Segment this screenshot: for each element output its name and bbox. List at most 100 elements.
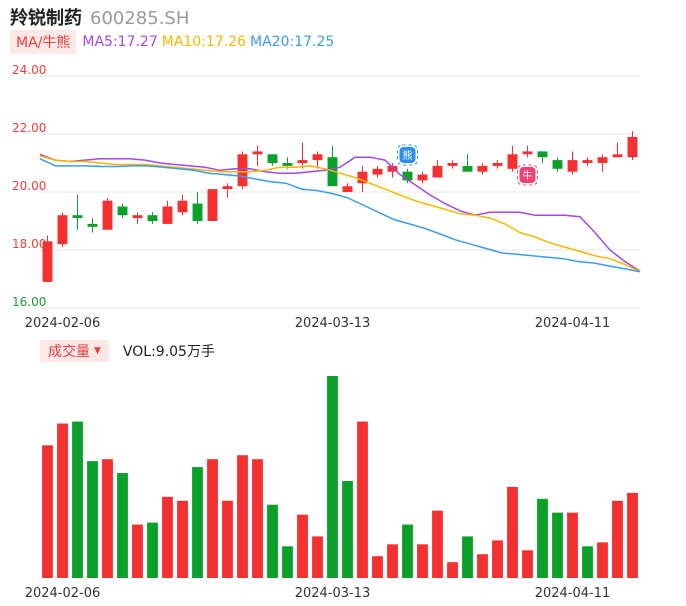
volume-bar: [297, 514, 308, 578]
volume-date-tick-label: 2024-03-13: [295, 586, 371, 601]
candlestick: [612, 142, 623, 158]
candle-body: [387, 165, 398, 172]
candlestick: [507, 145, 518, 172]
volume-bar: [582, 546, 593, 578]
candle-body: [477, 165, 488, 172]
volume-bar: [477, 554, 488, 578]
candle-body: [432, 165, 443, 178]
candle-body: [552, 160, 563, 169]
ma5-line: [39, 153, 641, 272]
volume-indicator-tab[interactable]: 成交量 ▼: [40, 340, 109, 362]
volume-bar: [327, 376, 338, 578]
candle-body: [612, 154, 623, 158]
volume-bar: [432, 510, 443, 578]
candlestick: [237, 151, 248, 190]
volume-bar: [342, 480, 353, 578]
candlestick: [297, 142, 308, 169]
candle-body: [87, 223, 98, 227]
candle-body: [57, 215, 68, 245]
candle-body: [507, 154, 518, 169]
volume-bar: [87, 461, 98, 578]
candlestick: [387, 163, 398, 178]
candlestick: [132, 212, 143, 224]
ma10-label: MA10:17.26: [161, 34, 247, 50]
volume-bar: [252, 459, 263, 578]
candlestick: [177, 194, 188, 216]
badge-bg: [519, 167, 536, 183]
price-tick-label: 16.00: [12, 295, 46, 309]
date-tick-label: 2024-03-13: [295, 316, 371, 331]
candlestick: [582, 157, 593, 166]
candle-body: [582, 160, 593, 163]
candlestick: [357, 165, 368, 192]
volume-bar: [282, 546, 293, 578]
candle-body: [627, 136, 638, 158]
ma-legend: MA/牛熊 MA5:17.27 MA10:17.26 MA20:17.25: [10, 30, 338, 54]
candle-body: [237, 154, 248, 187]
price-tick-label: 18.00: [12, 237, 46, 251]
ma-indicator-tab[interactable]: MA/牛熊: [10, 30, 77, 54]
ma20-line: [39, 158, 641, 273]
candlestick: [342, 183, 353, 192]
ma5-label: MA5:17.27: [82, 34, 158, 50]
badge-text: 牛: [523, 169, 533, 182]
volume-bar: [192, 467, 203, 578]
volume-tab-label: 成交量: [48, 344, 90, 360]
candle-body: [132, 215, 143, 219]
candlestick: [312, 151, 323, 169]
volume-bar: [207, 459, 218, 578]
candle-body: [267, 154, 278, 163]
volume-bar: [267, 504, 278, 578]
candlestick: [537, 151, 548, 163]
candlestick: [162, 200, 173, 224]
date-tick-label: 2024-04-11: [535, 316, 611, 331]
candle-body: [102, 200, 113, 230]
candle-body: [342, 186, 353, 192]
candlestick: [372, 165, 383, 178]
candlestick: [87, 218, 98, 233]
volume-value: VOL:9.05万手: [122, 344, 215, 360]
bear-badge-icon: 熊: [397, 144, 418, 166]
candle-body: [177, 200, 188, 213]
candle-body: [117, 206, 128, 216]
volume-bar: [102, 459, 113, 578]
candle-body: [402, 171, 413, 181]
candlestick: [552, 157, 563, 172]
volume-bar: [597, 542, 608, 578]
price-tick-label: 24.00: [12, 63, 46, 77]
candlestick: [522, 145, 533, 158]
volume-bar: [42, 445, 53, 578]
candlestick: [192, 192, 203, 224]
candle-body: [72, 215, 83, 219]
volume-bar: [627, 492, 638, 578]
title-row: 羚锐制药 600285.SH: [10, 4, 189, 29]
volume-bar: [522, 550, 533, 578]
volume-bar: [447, 562, 458, 578]
volume-bar: [72, 421, 83, 578]
volume-bar: [567, 512, 578, 578]
volume-bar: [147, 522, 158, 578]
candle-body: [252, 151, 263, 155]
candlestick: [567, 151, 578, 175]
candlestick: [102, 197, 113, 230]
dropdown-triangle-icon: ▼: [94, 346, 101, 356]
date-tick-label: 2024-02-06: [25, 316, 101, 331]
candle-body: [282, 163, 293, 166]
candle-body: [372, 168, 383, 175]
volume-date-tick-label: 2024-04-11: [535, 586, 611, 601]
volume-bar: [237, 455, 248, 578]
volume-bar: [417, 544, 428, 578]
candle-body: [537, 151, 548, 158]
candlestick: [147, 212, 158, 224]
candle-body: [207, 189, 218, 221]
candlestick: [222, 183, 233, 198]
candlestick: [42, 235, 53, 282]
stock-name: 羚锐制药: [10, 8, 82, 29]
volume-date-tick-label: 2024-02-06: [25, 586, 101, 601]
volume-bar: [492, 540, 503, 578]
volume-bar: [312, 536, 323, 578]
badge-text: 熊: [403, 149, 413, 162]
candlestick: [57, 212, 68, 248]
candle-body: [192, 203, 203, 221]
